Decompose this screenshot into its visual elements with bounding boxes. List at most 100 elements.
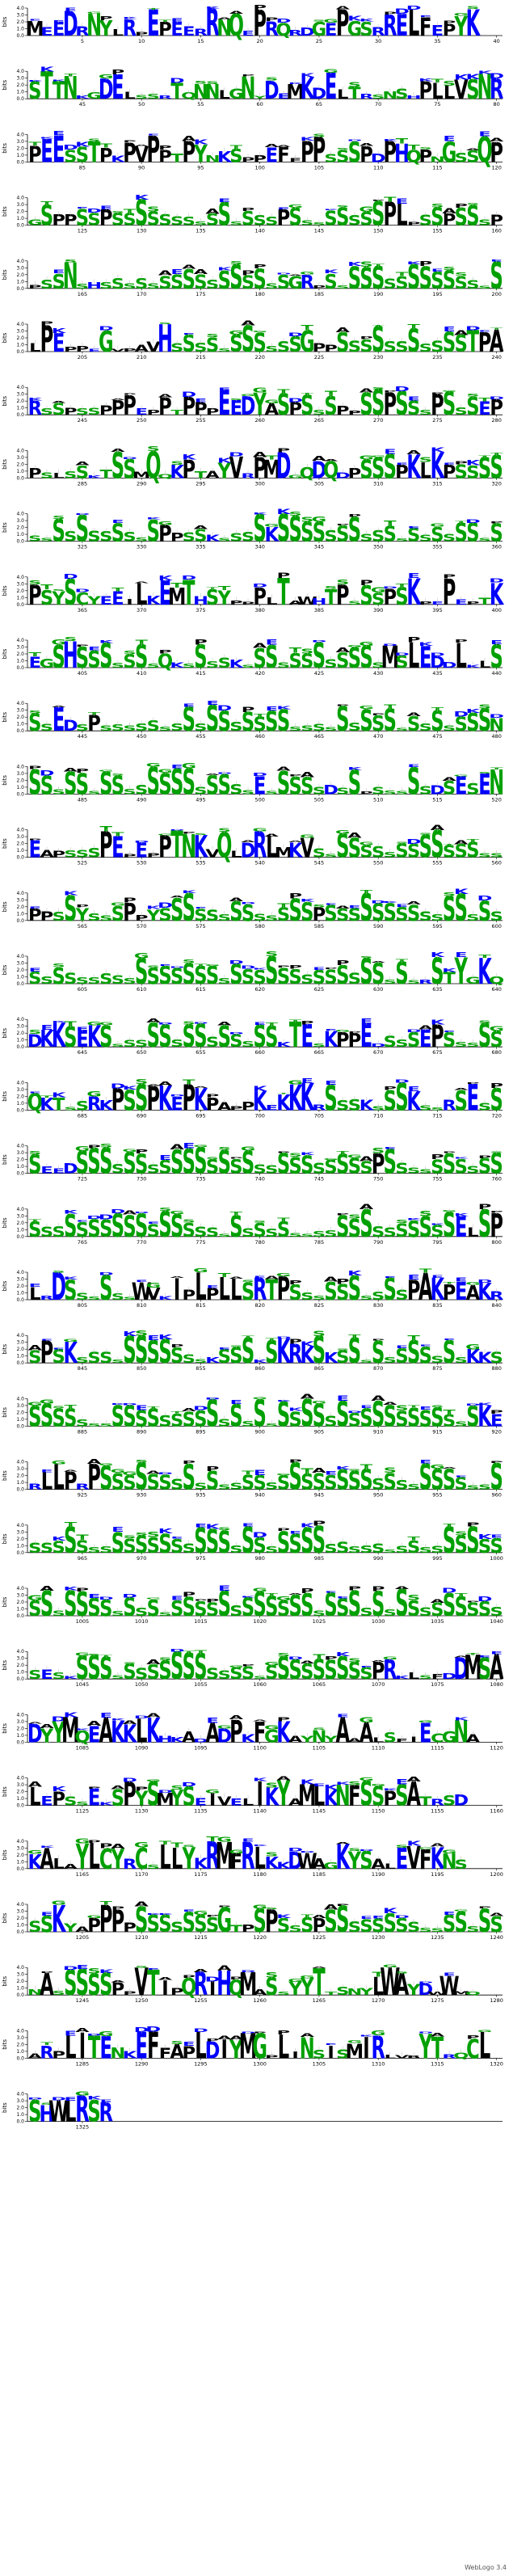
residue-letter: S	[76, 849, 89, 860]
x-tick-label: 85	[79, 164, 86, 171]
residue-letter: S	[490, 519, 503, 547]
residue-letter: S	[360, 952, 372, 993]
residue-letter: S	[170, 893, 183, 929]
x-tick-label: 735	[196, 1176, 205, 1183]
residue-letter: S	[324, 965, 337, 989]
residue-letter: S	[28, 710, 41, 737]
x-tick-label: 535	[196, 860, 205, 866]
residue-letter: A	[52, 706, 66, 708]
residue-letter: S	[478, 451, 491, 485]
residue-letter: N	[489, 763, 504, 802]
y-tick-label: 4.0	[16, 1333, 24, 1339]
residue-letter: A	[182, 135, 197, 143]
x-tick-label: 5	[81, 38, 84, 44]
residue-letter: L	[420, 457, 432, 483]
residue-letter: G	[300, 325, 315, 359]
x-tick-label: 1305	[313, 2060, 326, 2067]
residue-letter: A	[205, 208, 220, 216]
residue-letter: P	[135, 913, 149, 922]
y-tick-label: 2.0	[16, 841, 24, 847]
residue-letter: S	[135, 95, 148, 100]
residue-letter: K	[454, 887, 469, 896]
residue-letter: Y	[454, 11, 468, 43]
residue-letter: L	[112, 28, 124, 38]
residue-letter: S	[466, 709, 479, 737]
residue-letter: S	[324, 153, 337, 165]
residue-letter: S	[206, 660, 219, 670]
y-tick-label: 3.0	[16, 771, 24, 777]
residue-letter: E	[170, 1094, 183, 1115]
residue-letter: S	[372, 93, 385, 99]
x-tick-label: 1110	[372, 1744, 385, 1751]
residue-letter: E	[478, 398, 490, 419]
residue-letter: S	[395, 653, 408, 672]
residue-letter: S	[313, 222, 326, 226]
residue-letter: S	[466, 838, 479, 862]
residue-letter: A	[431, 824, 446, 832]
residue-letter: R	[28, 397, 42, 420]
residue-letter: T	[53, 1095, 65, 1115]
residue-letter: K	[99, 1968, 114, 1974]
residue-letter: L	[230, 850, 242, 860]
y-tick-label: 2.0	[16, 904, 24, 910]
residue-letter: P	[384, 135, 397, 169]
y-tick-label: 4.0	[16, 1144, 24, 1149]
x-tick-label: 245	[78, 417, 87, 424]
residue-letter: E	[419, 642, 431, 676]
x-tick-label: 430	[373, 670, 383, 677]
residue-letter: S	[206, 699, 219, 740]
residue-letter: D	[300, 26, 315, 38]
y-tick-label: 3.0	[16, 1972, 24, 1978]
residue-letter: S	[395, 904, 408, 925]
residue-letter: S	[348, 338, 361, 356]
y-tick-label: 2.0	[16, 525, 24, 531]
residue-letter: P	[123, 137, 137, 168]
residue-letter: K	[170, 462, 184, 483]
x-tick-label: 810	[137, 1302, 146, 1309]
residue-letter: S	[384, 339, 397, 356]
y-axis-label: bits	[2, 1912, 8, 1923]
residue-letter: S	[324, 900, 337, 925]
residue-letter: N	[430, 155, 445, 164]
residue-letter: D	[371, 1043, 386, 1048]
residue-letter: S	[384, 521, 397, 546]
residue-letter: S	[466, 148, 479, 166]
residue-letter: A	[52, 400, 66, 403]
residue-letter: N	[477, 68, 493, 108]
residue-letter: S	[111, 1043, 124, 1048]
residue-letter: P	[87, 711, 101, 736]
residue-letter: P	[253, 4, 267, 44]
residue-letter: P	[336, 3, 350, 45]
residue-letter: S	[265, 791, 278, 795]
residue-letter: S	[135, 640, 148, 676]
y-tick-label: 4.0	[16, 764, 24, 769]
residue-letter: S	[384, 979, 397, 985]
residue-letter: T	[124, 208, 137, 215]
residue-letter: S	[348, 136, 361, 168]
residue-letter: L	[431, 78, 443, 103]
residue-letter: T	[65, 1404, 78, 1410]
residue-letter: L	[53, 471, 64, 480]
residue-letter: K	[301, 898, 316, 902]
x-tick-label: 1210	[135, 1934, 149, 1941]
residue-letter: L	[396, 199, 407, 233]
y-tick-label: 3.0	[16, 2035, 24, 2041]
residue-letter: E	[455, 598, 467, 606]
residue-letter: S	[324, 270, 337, 294]
residue-letter: M	[286, 80, 305, 103]
logo-row: bits0.01.02.03.04.0RKSSAPSSPPAPPEPPATPDP…	[2, 383, 504, 424]
residue-letter: P	[348, 1031, 362, 1052]
residue-letter: S	[455, 887, 468, 930]
x-tick-label: 790	[373, 1239, 383, 1246]
residue-letter: P	[313, 285, 326, 289]
logo-row: bits0.01.02.03.04.0SESKSGSSSTSSSSSASSSDS…	[2, 1644, 503, 1689]
residue-letter: S	[229, 896, 242, 927]
x-tick-label: 805	[78, 1302, 87, 1309]
residue-letter: T	[170, 581, 183, 588]
y-tick-label: 3.0	[16, 1087, 24, 1093]
residue-letter: K	[99, 1097, 114, 1113]
x-tick-label: 475	[432, 733, 442, 740]
residue-letter: K	[217, 457, 233, 464]
residue-letter: S	[313, 968, 326, 989]
x-tick-label: 1005	[76, 1618, 90, 1625]
